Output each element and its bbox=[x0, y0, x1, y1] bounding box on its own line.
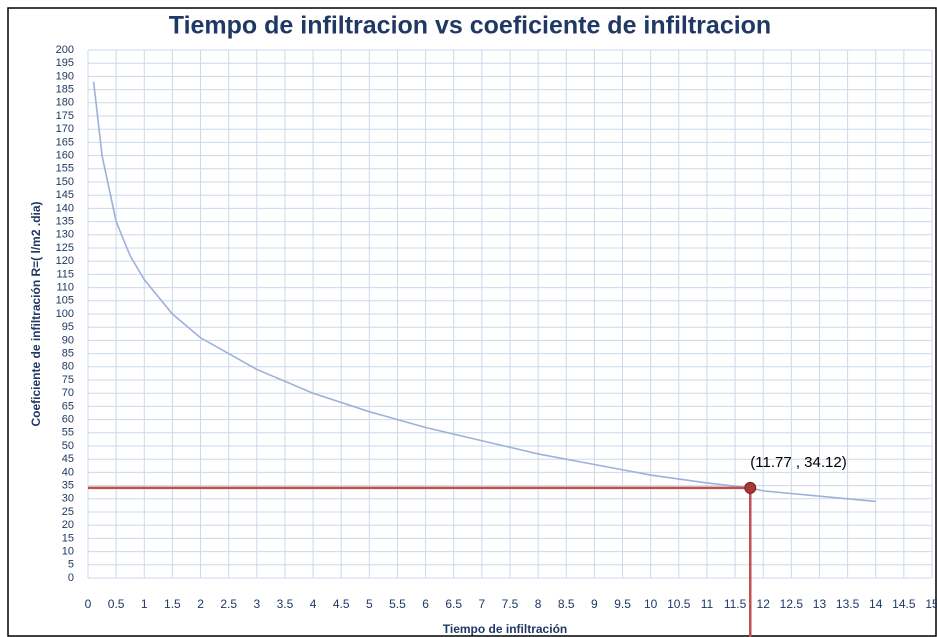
x-tick-label: 5 bbox=[366, 597, 373, 611]
y-tick-label: 30 bbox=[62, 493, 74, 505]
y-tick-label: 35 bbox=[62, 480, 74, 492]
y-tick-label: 20 bbox=[62, 519, 74, 531]
x-tick-label: 0 bbox=[85, 597, 92, 611]
y-tick-label: 165 bbox=[56, 136, 74, 148]
x-tick-label: 14 bbox=[869, 597, 883, 611]
y-tick-label: 145 bbox=[56, 189, 74, 201]
y-tick-label: 40 bbox=[62, 466, 74, 478]
y-tick-label: 65 bbox=[62, 400, 74, 412]
chart-frame bbox=[7, 7, 937, 637]
x-tick-label: 13 bbox=[813, 597, 827, 611]
y-tick-label: 190 bbox=[56, 70, 74, 82]
y-axis-label: Coeficiente de infiltración R=( l/m2 .di… bbox=[29, 201, 43, 426]
y-tick-label: 0 bbox=[68, 572, 74, 584]
x-tick-label: 0.5 bbox=[108, 597, 125, 611]
y-tick-label: 95 bbox=[62, 321, 74, 333]
y-tick-label: 130 bbox=[56, 229, 74, 241]
x-tick-label: 6.5 bbox=[445, 597, 462, 611]
x-tick-label: 8.5 bbox=[558, 597, 575, 611]
y-tick-label: 15 bbox=[62, 532, 74, 544]
y-tick-label: 140 bbox=[56, 202, 74, 214]
x-tick-label: 2 bbox=[197, 597, 204, 611]
y-tick-label: 170 bbox=[56, 123, 74, 135]
y-tick-label: 90 bbox=[62, 334, 74, 346]
y-tick-label: 155 bbox=[56, 163, 74, 175]
curve bbox=[92, 81, 876, 503]
x-tick-label: 11.5 bbox=[724, 597, 747, 611]
x-tick-label: 12.5 bbox=[780, 597, 804, 611]
y-tick-label: 25 bbox=[62, 506, 74, 518]
x-tick-label: 1 bbox=[141, 597, 148, 611]
x-tick-label: 6 bbox=[422, 597, 429, 611]
annotation-label: (11.77 , 34.12) bbox=[750, 454, 846, 471]
x-tick-label: 3 bbox=[253, 597, 260, 611]
y-tick-label: 175 bbox=[56, 110, 74, 122]
x-tick-label: 11 bbox=[701, 597, 714, 611]
y-tick-label: 50 bbox=[62, 440, 74, 452]
chart-title: Tiempo de infiltracion vs coeficiente de… bbox=[169, 12, 771, 40]
y-tick-label: 85 bbox=[62, 348, 74, 360]
y-tick-label: 125 bbox=[56, 242, 74, 254]
x-tick-label: 8 bbox=[535, 597, 542, 611]
y-tick-label: 80 bbox=[62, 361, 74, 373]
y-tick-label: 55 bbox=[62, 427, 74, 439]
annotation-point bbox=[744, 481, 757, 494]
x-tick-label: 5.5 bbox=[389, 597, 406, 611]
y-tick-label: 110 bbox=[56, 282, 74, 294]
y-tick-label: 200 bbox=[56, 44, 74, 56]
x-tick-label: 7.5 bbox=[502, 597, 519, 611]
y-tick-label: 5 bbox=[68, 559, 74, 571]
y-tick-label: 45 bbox=[62, 453, 74, 465]
x-tick-label: 10.5 bbox=[667, 597, 691, 611]
x-tick-label: 4 bbox=[310, 597, 317, 611]
x-tick-label: 3.5 bbox=[277, 597, 294, 611]
y-tick-label: 115 bbox=[56, 268, 74, 280]
y-tick-label: 195 bbox=[56, 57, 74, 69]
y-tick-label: 70 bbox=[62, 387, 74, 399]
x-axis-label: Tiempo de infiltración bbox=[443, 622, 567, 636]
x-tick-label: 1.5 bbox=[164, 597, 181, 611]
y-tick-label: 135 bbox=[56, 216, 74, 228]
x-tick-label: 14.5 bbox=[892, 597, 916, 611]
y-tick-label: 75 bbox=[62, 374, 74, 386]
x-tick-label: 9.5 bbox=[614, 597, 631, 611]
x-tick-label: 2.5 bbox=[220, 597, 237, 611]
y-tick-label: 100 bbox=[56, 308, 74, 320]
x-tick-label: 10 bbox=[644, 597, 658, 611]
y-tick-label: 120 bbox=[56, 255, 74, 267]
y-tick-label: 160 bbox=[56, 150, 74, 162]
y-tick-label: 60 bbox=[62, 414, 74, 426]
x-tick-label: 9 bbox=[591, 597, 598, 611]
y-tick-label: 180 bbox=[56, 97, 74, 109]
x-tick-label: 4.5 bbox=[333, 597, 350, 611]
y-tick-label: 150 bbox=[56, 176, 74, 188]
x-tick-label: 7 bbox=[479, 597, 486, 611]
x-tick-label: 12 bbox=[757, 597, 771, 611]
y-tick-label: 105 bbox=[56, 295, 74, 307]
x-tick-label: 13.5 bbox=[836, 597, 860, 611]
y-tick-label: 10 bbox=[62, 546, 74, 558]
y-tick-label: 185 bbox=[56, 84, 74, 96]
x-tick-label: 15 bbox=[925, 597, 937, 611]
